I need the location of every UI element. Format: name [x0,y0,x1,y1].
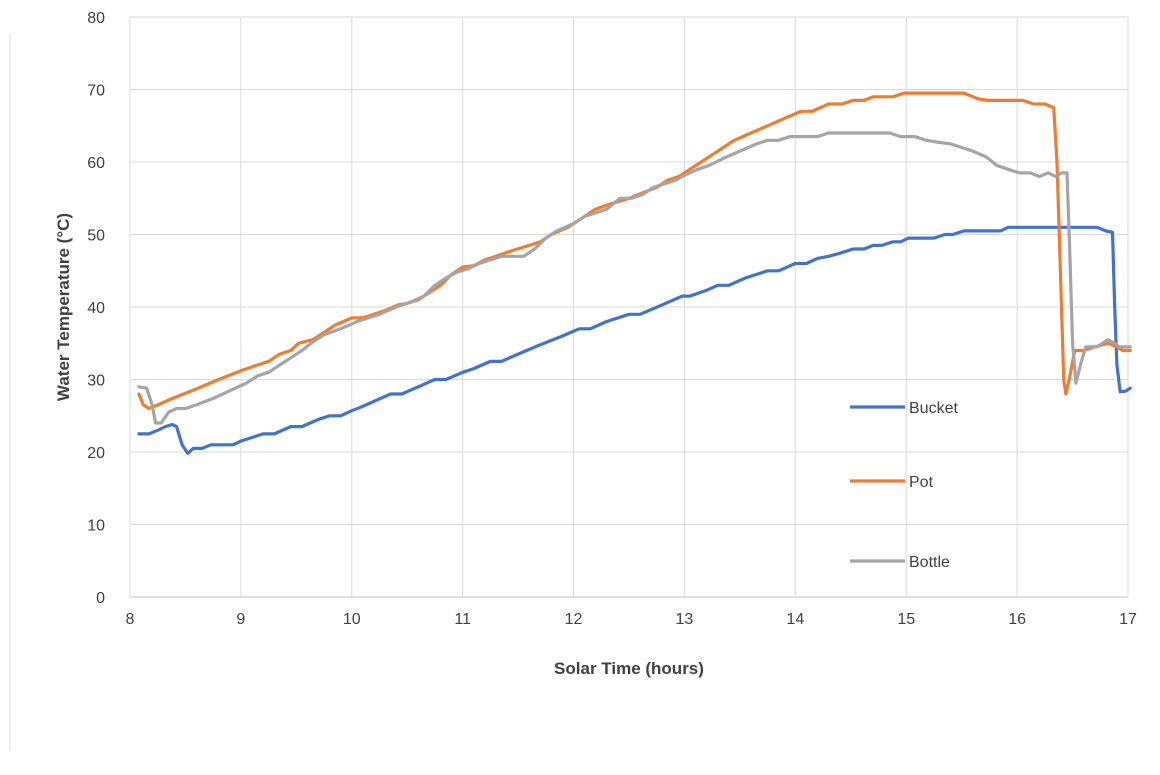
y-tick-label: 0 [96,590,105,607]
x-tick-label: 12 [565,611,583,628]
y-tick-label: 20 [87,445,105,462]
x-tick-label: 13 [676,611,694,628]
y-tick-label: 30 [87,373,105,390]
legend-label-bottle: Bottle [909,554,950,571]
legend-label-bucket: Bucket [909,400,958,417]
y-tick-label: 10 [87,518,105,535]
x-tick-label: 14 [786,611,804,628]
series-line-bucket [137,225,1132,455]
y-tick-label: 50 [87,228,105,245]
legend-label-pot: Pot [909,474,934,491]
x-axis-title: Solar Time (hours) [554,659,704,678]
x-tick-label: 10 [343,611,361,628]
legend: Bucket Pot Bottle [850,400,958,571]
tick-labels: 0 10 20 30 40 50 60 70 80 8 9 10 11 12 13 14 15 16 17 [87,10,1137,628]
series-line-bottle [137,131,1132,425]
x-tick-label: 17 [1119,611,1137,628]
y-tick-label: 60 [87,155,105,172]
series-lines [137,91,1132,455]
y-tick-label: 40 [87,300,105,317]
y-tick-label: 70 [87,83,105,100]
y-axis-title: Water Temperature (°C) [54,213,73,401]
x-tick-label: 9 [236,611,245,628]
y-tick-label: 80 [87,10,105,27]
x-tick-label: 16 [1008,611,1026,628]
x-tick-label: 15 [897,611,915,628]
x-tick-label: 11 [454,611,471,628]
x-tick-label: 8 [126,611,135,628]
gridlines [129,16,1129,598]
